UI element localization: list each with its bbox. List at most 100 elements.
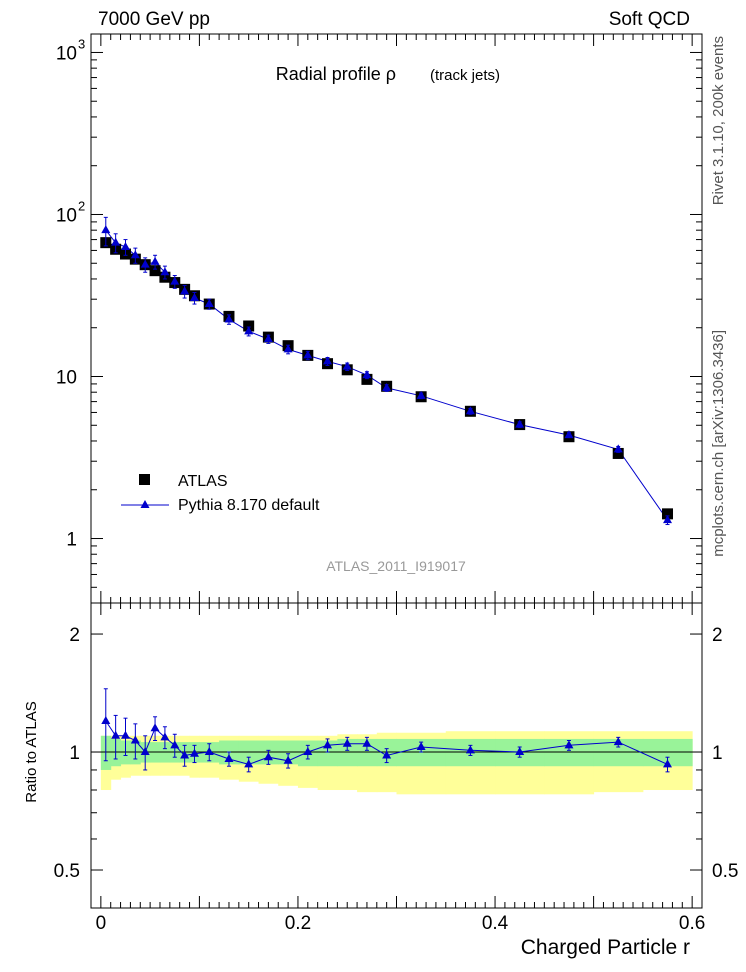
main-axis-ticks <box>91 34 702 604</box>
ratio-pythia-point <box>663 759 673 768</box>
pythia-point <box>244 326 254 335</box>
main-frame <box>90 33 703 604</box>
ratio-pythia-point <box>140 747 150 756</box>
atlas-point <box>361 373 373 385</box>
chart-subtitle: (track jets) <box>430 67 500 84</box>
ratio-pythia-point <box>244 759 254 768</box>
ratio-pythia-point <box>204 747 214 756</box>
x-tick-label: 0.2 <box>285 913 311 934</box>
chart-title: Radial profile ρ <box>276 64 396 84</box>
ratio-series <box>101 688 673 773</box>
pythia-point <box>120 241 130 250</box>
ratio-pythia-point <box>180 750 190 759</box>
pythia-point <box>150 256 160 265</box>
ratio-pythia-point <box>303 747 313 756</box>
ratio-pythia-point <box>263 752 273 761</box>
atlas-point <box>149 265 161 277</box>
ratio-pythia-point <box>189 748 199 757</box>
ratio-pythia-point <box>120 730 130 739</box>
ratio-inner-band <box>337 738 358 767</box>
ratio-pythia-point <box>465 745 475 754</box>
analysis-watermark: ATLAS_2011_I919017 <box>326 558 466 574</box>
x-tick-label: 0.4 <box>482 913 509 934</box>
x-tick-labels: 0 0.2 0.4 0.6 <box>96 913 706 934</box>
legend-label-atlas: ATLAS <box>178 473 228 490</box>
x-tick-label: 0 <box>96 913 107 934</box>
ratio-pythia-point <box>564 740 574 749</box>
pythia-point <box>362 370 372 379</box>
category-label: Soft QCD <box>609 9 690 30</box>
pythia-point <box>515 419 525 428</box>
x-tick-label: 0.6 <box>679 913 705 934</box>
pythia-point <box>170 276 180 285</box>
ratio-pythia-point <box>283 755 293 764</box>
atlas-point <box>612 447 624 459</box>
legend-marker-pythia <box>140 500 150 508</box>
x-axis-label: Charged Particle r <box>521 936 690 959</box>
main-y-tick-exponent: 2 <box>78 198 85 213</box>
ratio-panel: 0.5 0.5 1 1 2 2 0 0.2 0.4 0.6 Ratio to ATLAS Cha… <box>23 602 739 959</box>
pythia-point <box>263 334 273 343</box>
pythia-point <box>224 314 234 323</box>
ratio-y-tick-label-left: 2 <box>69 625 80 646</box>
ratio-y-tick-label-right: 2 <box>712 625 723 646</box>
pythia-point <box>382 382 392 391</box>
ratio-y-tick-label-right: 0.5 <box>712 861 738 882</box>
ratio-pythia-point <box>130 735 140 744</box>
ratio-uncertainty-bands <box>100 731 693 795</box>
energy-label: 7000 GeV pp <box>98 9 210 30</box>
ratio-pythia-point <box>101 715 111 724</box>
ratio-pythia-point <box>382 750 392 759</box>
ratio-pythia-point <box>323 740 333 749</box>
ratio-pythia-line <box>105 720 668 765</box>
ratio-pythia-point <box>613 737 623 746</box>
atlas-point <box>662 508 674 520</box>
pythia-point <box>663 515 673 524</box>
main-series <box>100 216 674 526</box>
pythia-point <box>323 356 333 365</box>
pythia-point <box>140 259 150 268</box>
pythia-point <box>613 444 623 453</box>
main-y-tick-label: 10 <box>56 43 77 64</box>
main-y-tick-label: 10 <box>56 368 77 389</box>
pythia-point <box>564 430 574 439</box>
ratio-y-tick-label-left: 1 <box>69 743 80 764</box>
ratio-pythia-point <box>150 723 160 732</box>
ratio-y-tick-labels: 0.5 0.5 1 1 2 2 <box>54 625 739 882</box>
pythia-point <box>130 250 140 259</box>
ratio-pythia-point <box>362 738 372 747</box>
pythia-point <box>180 286 190 295</box>
pythia-point <box>160 267 170 276</box>
pythia-point <box>111 237 121 246</box>
ratio-pythia-point <box>160 732 170 741</box>
main-y-tick-exponent: 3 <box>78 36 85 51</box>
pythia-point <box>283 344 293 353</box>
ratio-pythia-point <box>515 747 525 756</box>
pythia-point <box>465 406 475 415</box>
ratio-pythia-point <box>224 753 234 762</box>
ratio-pythia-point <box>111 730 121 739</box>
ratio-y-tick-label-left: 0.5 <box>54 861 80 882</box>
ratio-pythia-point <box>342 738 352 747</box>
ratio-inner-band <box>357 738 378 767</box>
ratio-pythia-point <box>170 740 180 749</box>
pythia-point <box>416 390 426 399</box>
legend-label-pythia: Pythia 8.170 default <box>178 497 320 514</box>
pythia-point <box>189 293 199 302</box>
ratio-axis-ticks <box>91 603 702 909</box>
main-y-tick-label: 1 <box>66 530 77 551</box>
rivet-label: Rivet 3.1.10, 200k events <box>710 36 727 205</box>
pythia-point <box>303 350 313 359</box>
pythia-point <box>204 299 214 308</box>
main-y-tick-label: 10 <box>56 205 77 226</box>
ratio-y-axis-label: Ratio to ATLAS <box>23 701 40 802</box>
ratio-pythia-point <box>416 741 426 750</box>
atlas-point <box>243 320 255 332</box>
legend-marker-atlas <box>139 474 150 485</box>
ratio-y-tick-label-right: 1 <box>712 743 723 764</box>
legend: ATLAS Pythia 8.170 default <box>121 473 320 514</box>
pythia-point <box>342 361 352 370</box>
